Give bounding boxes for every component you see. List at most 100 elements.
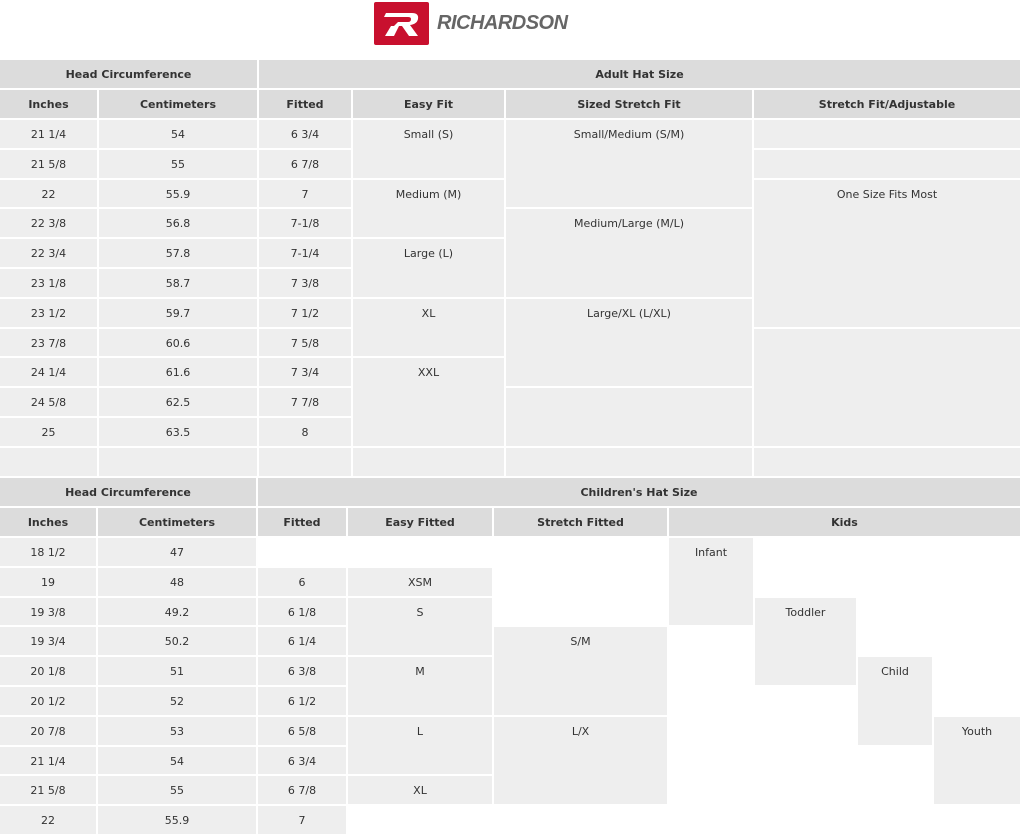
table-cell: [0, 447, 97, 476]
table-cell: 20 1/2: [0, 686, 96, 715]
table-cell: 6 5/8: [258, 716, 346, 745]
table-cell: One Size Fits Most: [754, 179, 1020, 327]
table-cell: 7: [259, 179, 351, 208]
table-cell: Small/Medium (S/M): [506, 120, 752, 208]
table-cell: 6: [258, 567, 346, 596]
column-header: Kids: [669, 508, 1020, 536]
table-cell: 7: [258, 806, 346, 834]
richardson-logo: RICHARDSON: [374, 2, 568, 45]
column-header: Stretch Fitted: [494, 508, 667, 536]
table-cell: 7-1/8: [259, 209, 351, 238]
table-cell: 6 7/8: [258, 776, 346, 805]
table-cell: Infant: [669, 538, 753, 626]
table-cell: [353, 447, 504, 476]
table-cell: 7 5/8: [259, 328, 351, 357]
table-cell: 6 7/8: [259, 149, 351, 178]
table-cell: 55.9: [98, 806, 256, 834]
table-cell: 61.6: [99, 358, 257, 387]
table-cell: 23 1/2: [0, 298, 97, 327]
table-cell: 24 5/8: [0, 388, 97, 416]
table-cell: 55.9: [99, 179, 257, 208]
table-cell: 53: [98, 716, 256, 745]
table-cell: 21 1/4: [0, 120, 97, 148]
table-cell: 8: [259, 417, 351, 446]
table-cell: Large/XL (L/XL): [506, 298, 752, 387]
table-cell: 54: [99, 120, 257, 148]
table-cell: 54: [98, 746, 256, 775]
table-cell: 55: [99, 149, 257, 178]
column-header: Stretch Fit/Adjustable: [754, 90, 1020, 118]
table-cell: 7 7/8: [259, 388, 351, 416]
column-header: Children's Hat Size: [258, 478, 1020, 506]
table-cell: S: [348, 597, 492, 656]
table-cell: Youth: [934, 716, 1020, 805]
table-cell: 62.5: [99, 388, 257, 416]
table-cell: 25: [0, 417, 97, 446]
table-cell: [259, 447, 351, 476]
table-cell: 57.8: [99, 239, 257, 267]
table-cell: 6 3/4: [259, 120, 351, 148]
column-header: Fitted: [259, 90, 351, 118]
table-cell: [99, 447, 257, 476]
table-cell: 21 1/4: [0, 746, 96, 775]
table-cell: 7-1/4: [259, 239, 351, 267]
table-cell: 47: [98, 538, 256, 566]
table-cell: Small (S): [353, 120, 504, 178]
table-cell: 7 3/8: [259, 268, 351, 297]
table-cell: 22: [0, 179, 97, 208]
table-cell: [506, 447, 752, 476]
table-cell: 22 3/8: [0, 209, 97, 238]
table-cell: Medium (M): [353, 179, 504, 238]
table-cell: 56.8: [99, 209, 257, 238]
column-header: Easy Fitted: [348, 508, 492, 536]
table-cell: 59.7: [99, 298, 257, 327]
table-cell: [754, 447, 1020, 476]
table-cell: 52: [98, 686, 256, 715]
table-cell: 48: [98, 567, 256, 596]
logo-r-icon: [374, 2, 429, 45]
table-cell: 6 1/4: [258, 627, 346, 656]
table-cell: 19 3/4: [0, 627, 96, 656]
table-cell: XSM: [348, 567, 492, 596]
table-cell: 6 3/4: [258, 746, 346, 775]
table-cell: XL: [353, 298, 504, 357]
table-cell: 20 1/8: [0, 657, 96, 685]
table-cell: 24 1/4: [0, 358, 97, 387]
column-header: Sized Stretch Fit: [506, 90, 752, 118]
table-cell: Child: [858, 657, 932, 745]
table-cell: 6 3/8: [258, 657, 346, 685]
table-cell: [754, 149, 1020, 178]
table-cell: 50.2: [98, 627, 256, 656]
table-cell: L/X: [494, 716, 667, 805]
column-header: Inches: [0, 90, 97, 118]
table-cell: 23 1/8: [0, 268, 97, 297]
table-cell: Medium/Large (M/L): [506, 209, 752, 297]
table-cell: 18 1/2: [0, 538, 96, 566]
table-cell: [754, 120, 1020, 148]
table-cell: 63.5: [99, 417, 257, 446]
table-cell: L: [348, 716, 492, 775]
table-cell: 23 7/8: [0, 328, 97, 357]
column-header: Adult Hat Size: [259, 60, 1020, 88]
table-cell: 51: [98, 657, 256, 685]
table-cell: XL: [348, 776, 492, 805]
table-cell: Toddler: [755, 597, 856, 685]
table-cell: S/M: [494, 627, 667, 715]
column-header: Centimeters: [99, 90, 257, 118]
column-header: Easy Fit: [353, 90, 504, 118]
table-cell: [506, 388, 752, 446]
table-cell: [754, 328, 1020, 446]
logo-wordmark: RICHARDSON: [437, 12, 568, 34]
table-cell: 60.6: [99, 328, 257, 357]
column-header: Head Circumference: [0, 478, 256, 506]
table-cell: 49.2: [98, 597, 256, 626]
table-cell: 6 1/8: [258, 597, 346, 626]
column-header: Centimeters: [98, 508, 256, 536]
table-cell: 6 1/2: [258, 686, 346, 715]
table-cell: 58.7: [99, 268, 257, 297]
table-cell: 21 5/8: [0, 776, 96, 805]
table-cell: 21 5/8: [0, 149, 97, 178]
table-cell: 7 3/4: [259, 358, 351, 387]
column-header: Fitted: [258, 508, 346, 536]
children-hat-size-table: Head Circumference Children's Hat Size Inc…: [0, 478, 1020, 834]
